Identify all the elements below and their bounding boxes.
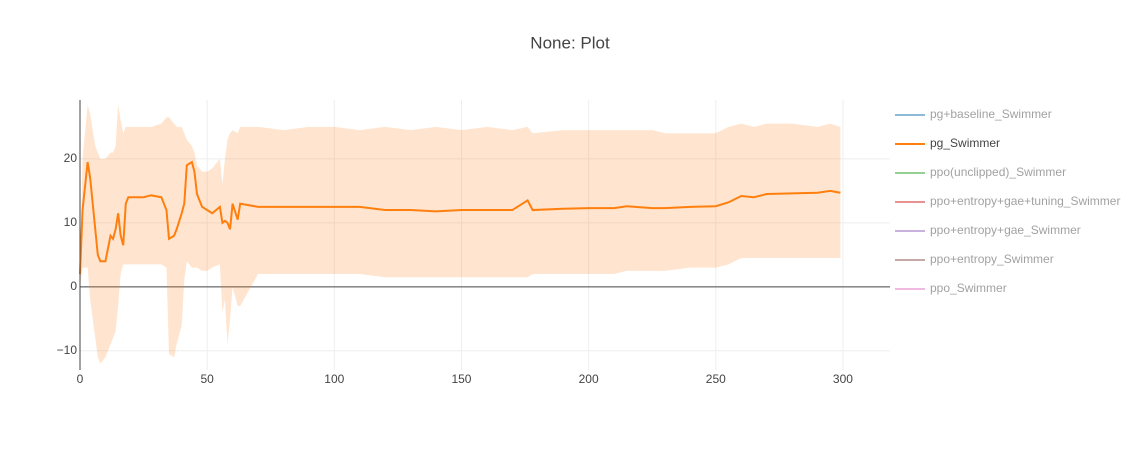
legend-item[interactable]: pg_Swimmer bbox=[895, 136, 1000, 150]
legend-label: ppo+entropy+gae_Swimmer bbox=[930, 223, 1081, 237]
x-tick-label: 50 bbox=[200, 372, 214, 386]
x-tick-label: 150 bbox=[451, 372, 471, 386]
band bbox=[80, 104, 841, 364]
legend-item[interactable]: ppo_Swimmer bbox=[895, 281, 1007, 295]
grid bbox=[79, 100, 890, 370]
x-tick-label: 0 bbox=[77, 372, 84, 386]
legend-label: ppo(unclipped)_Swimmer bbox=[930, 165, 1066, 179]
y-tick-label: 0 bbox=[70, 279, 77, 293]
y-tick-label: 10 bbox=[64, 215, 78, 229]
legend-item[interactable]: pg+baseline_Swimmer bbox=[895, 107, 1052, 121]
chart-title: None: Plot bbox=[530, 33, 610, 52]
x-tick-label: 200 bbox=[579, 372, 599, 386]
legend-label: pg_Swimmer bbox=[930, 136, 1000, 150]
legend-label: ppo+entropy+gae+tuning_Swimmer bbox=[930, 194, 1120, 208]
line bbox=[79, 160, 841, 275]
legend-item[interactable]: ppo+entropy+gae_Swimmer bbox=[895, 223, 1081, 237]
x-tick-label: 300 bbox=[833, 372, 853, 386]
legend-item[interactable]: ppo(unclipped)_Swimmer bbox=[895, 165, 1066, 179]
y-tick-label: −10 bbox=[57, 343, 78, 357]
legend-item[interactable]: ppo+entropy_Swimmer bbox=[895, 252, 1054, 266]
x-tick-label: 100 bbox=[324, 372, 344, 386]
x-tick-label: 250 bbox=[706, 372, 726, 386]
legend-label: ppo+entropy_Swimmer bbox=[930, 252, 1054, 266]
y-tick-label: 20 bbox=[64, 151, 78, 165]
legend-label: ppo_Swimmer bbox=[930, 281, 1007, 295]
legend-label: pg+baseline_Swimmer bbox=[930, 107, 1052, 121]
legend-item[interactable]: ppo+entropy+gae+tuning_Swimmer bbox=[895, 194, 1120, 208]
